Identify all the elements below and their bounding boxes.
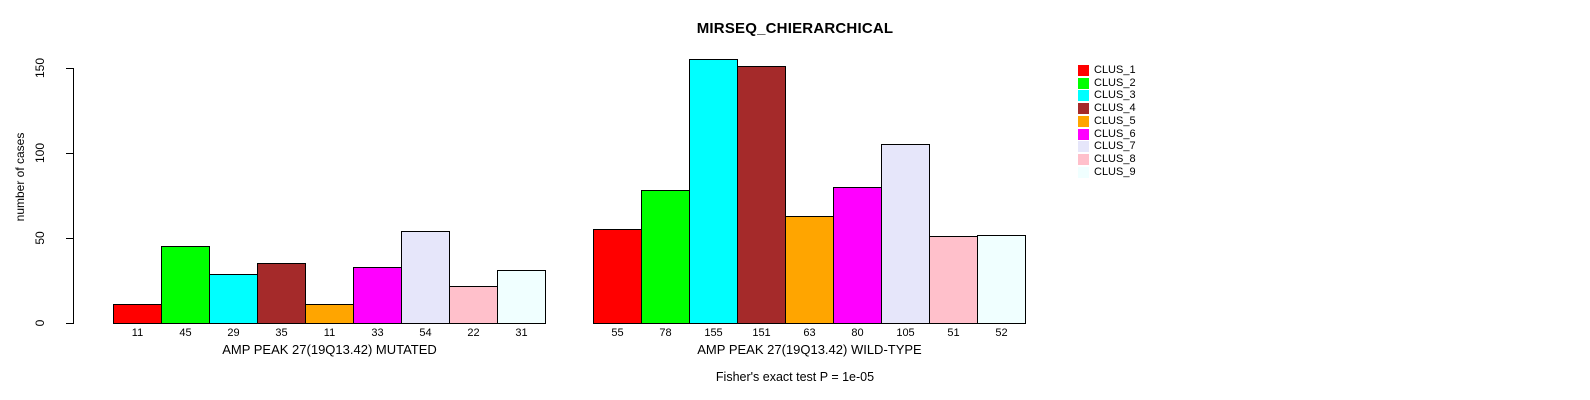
legend-swatch-icon xyxy=(1078,115,1089,127)
y-axis-line xyxy=(73,68,74,324)
legend-item-CLUS_4: CLUS_4 xyxy=(1078,102,1136,115)
legend-label: CLUS_3 xyxy=(1094,89,1136,102)
bar-CLUS_1-group1 xyxy=(113,304,162,324)
bar-value-label: 80 xyxy=(851,327,864,339)
legend-swatch-icon xyxy=(1078,77,1089,89)
group-axis-label: AMP PEAK 27(19Q13.42) WILD-TYPE xyxy=(697,342,922,357)
bar-CLUS_5-group2 xyxy=(785,216,834,324)
legend-item-CLUS_7: CLUS_7 xyxy=(1078,141,1136,154)
y-axis-label: number of cases xyxy=(13,132,27,222)
bar-CLUS_2-group1 xyxy=(161,246,210,324)
y-tick-mark xyxy=(66,238,73,239)
bar-CLUS_4-group1 xyxy=(257,263,306,324)
legend-label: CLUS_1 xyxy=(1094,63,1136,76)
chart-title: MIRSEQ_CHIERARCHICAL xyxy=(696,20,894,37)
bar-CLUS_2-group2 xyxy=(641,190,690,324)
bar-CLUS_9-group1 xyxy=(497,270,546,324)
bar-CLUS_9-group2 xyxy=(977,235,1026,324)
bar-CLUS_3-group1 xyxy=(209,274,258,324)
bar-value-label: 11 xyxy=(131,327,144,339)
bar-value-label: 11 xyxy=(323,327,336,339)
legend-label: CLUS_7 xyxy=(1094,140,1136,153)
legend-item-CLUS_9: CLUS_9 xyxy=(1078,166,1136,179)
legend-swatch-icon xyxy=(1078,64,1089,76)
bar-CLUS_6-group1 xyxy=(353,267,402,324)
legend-item-CLUS_8: CLUS_8 xyxy=(1078,153,1136,166)
bar-value-label: 52 xyxy=(995,327,1008,339)
legend-item-CLUS_1: CLUS_1 xyxy=(1078,64,1136,77)
bar-value-label: 55 xyxy=(611,327,624,339)
bar-value-label: 54 xyxy=(419,327,432,339)
legend-label: CLUS_2 xyxy=(1094,76,1136,89)
legend-swatch-icon xyxy=(1078,166,1089,178)
legend-label: CLUS_5 xyxy=(1094,114,1136,127)
group-axis-label: AMP PEAK 27(19Q13.42) MUTATED xyxy=(222,342,437,357)
legend-swatch-icon xyxy=(1078,90,1089,102)
legend-label: CLUS_9 xyxy=(1094,165,1136,178)
legend-label: CLUS_4 xyxy=(1094,102,1136,115)
legend-swatch-icon xyxy=(1078,154,1089,166)
y-tick-mark xyxy=(66,323,73,324)
bar-value-label: 105 xyxy=(896,327,915,339)
legend: CLUS_1 CLUS_2 CLUS_3 CLUS_4 CLUS_5 CLUS_6 CLUS… xyxy=(1078,64,1136,179)
bar-value-label: 45 xyxy=(179,327,192,339)
legend-label: CLUS_8 xyxy=(1094,153,1136,166)
legend-item-CLUS_2: CLUS_2 xyxy=(1078,77,1136,90)
bar-value-label: 35 xyxy=(275,327,288,339)
bar-value-label: 31 xyxy=(515,327,528,339)
bar-CLUS_6-group2 xyxy=(833,187,882,324)
bar-CLUS_5-group1 xyxy=(305,304,354,324)
legend-swatch-icon xyxy=(1078,103,1089,115)
bar-CLUS_7-group1 xyxy=(401,231,450,324)
legend-swatch-icon xyxy=(1078,141,1089,153)
bar-value-label: 29 xyxy=(227,327,240,339)
bar-CLUS_8-group2 xyxy=(929,236,978,324)
bar-value-label: 22 xyxy=(467,327,480,339)
y-tick-mark xyxy=(66,68,73,69)
y-tick-label: 150 xyxy=(33,57,47,79)
bar-value-label: 51 xyxy=(947,327,960,339)
bar-value-label: 155 xyxy=(704,327,723,339)
bar-CLUS_1-group2 xyxy=(593,229,642,324)
y-tick-label: 50 xyxy=(33,231,47,245)
bar-value-label: 151 xyxy=(752,327,771,339)
legend-item-CLUS_5: CLUS_5 xyxy=(1078,115,1136,128)
chart-footnote: Fisher's exact test P = 1e-05 xyxy=(715,370,875,384)
y-tick-mark xyxy=(66,153,73,154)
legend-item-CLUS_6: CLUS_6 xyxy=(1078,128,1136,141)
bar-value-label: 33 xyxy=(371,327,384,339)
bar-CLUS_8-group1 xyxy=(449,286,498,324)
legend-swatch-icon xyxy=(1078,128,1089,140)
y-tick-label: 100 xyxy=(33,142,47,164)
bar-CLUS_4-group2 xyxy=(737,66,786,324)
y-tick-label: 0 xyxy=(33,319,47,327)
legend-item-CLUS_3: CLUS_3 xyxy=(1078,90,1136,103)
bar-CLUS_7-group2 xyxy=(881,144,930,324)
legend-label: CLUS_6 xyxy=(1094,127,1136,140)
bar-value-label: 63 xyxy=(803,327,816,339)
bar-value-label: 78 xyxy=(659,327,672,339)
bar-CLUS_3-group2 xyxy=(689,59,738,324)
